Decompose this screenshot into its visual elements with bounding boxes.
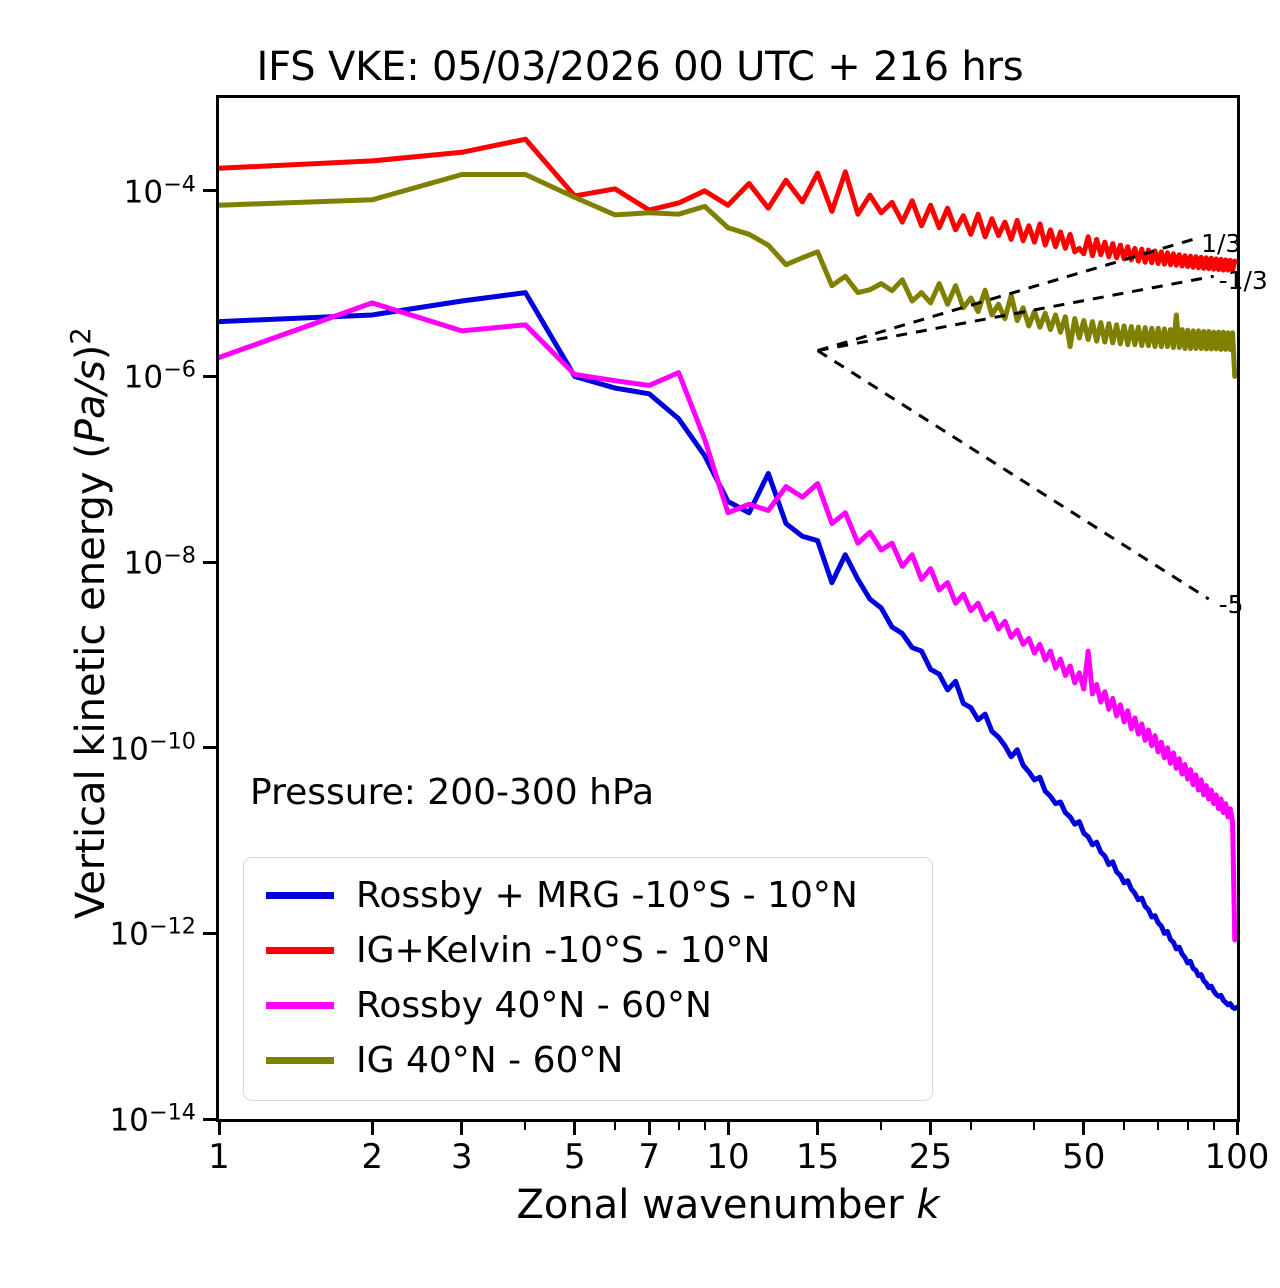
- x-tick-minor: [703, 1122, 706, 1130]
- plot-clip: [219, 98, 1237, 1119]
- y-tick-mark: [203, 560, 216, 564]
- x-tick-label: 7: [638, 1137, 660, 1177]
- series-line: [219, 300, 1237, 943]
- legend-label-rossby-mrg: Rossby + MRG -10°S - 10°N: [356, 875, 858, 916]
- legend-label-ig-kelvin: IG+Kelvin -10°S - 10°N: [356, 930, 771, 971]
- x-tick-label: 2: [361, 1137, 384, 1177]
- x-axis-label-symbol: k: [916, 1182, 940, 1228]
- legend-item[interactable]: Rossby + MRG -10°S - 10°N: [244, 868, 932, 923]
- x-tick-minor: [1212, 1122, 1215, 1130]
- x-tick-minor: [969, 1122, 972, 1130]
- x-tick-mark: [370, 1122, 374, 1135]
- legend-swatch-ig-kelvin: [266, 947, 334, 954]
- series-line: [219, 171, 1237, 379]
- y-tick-mark: [203, 931, 216, 935]
- y-axis-label-exponent: 2: [65, 327, 97, 345]
- chart-title: IFS VKE: 05/03/2026 00 UTC + 216 hrs: [256, 44, 1024, 90]
- x-tick-mark: [217, 1122, 221, 1135]
- slope-label-minus-one-third: -1/3: [1218, 265, 1268, 295]
- legend-label-rossby-midlat: Rossby 40°N - 60°N: [356, 985, 712, 1026]
- x-tick-minor: [524, 1122, 527, 1130]
- x-tick-label: 3: [451, 1137, 473, 1177]
- x-tick-mark: [726, 1122, 730, 1135]
- y-axis-label-suffix: ): [68, 344, 115, 361]
- x-axis-label-prefix: Zonal wavenumber: [516, 1182, 917, 1228]
- x-tick-mark: [1235, 1122, 1239, 1135]
- x-tick-label: 50: [1062, 1137, 1106, 1177]
- series-canvas: [219, 136, 1237, 1012]
- y-tick-mark: [203, 746, 216, 750]
- x-tick-mark: [929, 1122, 933, 1135]
- y-tick-label: 10−6: [123, 356, 196, 397]
- x-tick-label: 100: [1204, 1137, 1270, 1177]
- x-tick-minor: [880, 1122, 883, 1130]
- series-line: [219, 136, 1237, 273]
- x-tick-minor: [1123, 1122, 1126, 1130]
- slope-label-plus-one-third: 1/3: [1201, 229, 1242, 259]
- y-tick-label: 10−14: [109, 1099, 196, 1139]
- y-tick-mark: [203, 374, 216, 378]
- y-axis-label: Vertical kinetic energy (Pa/s)2: [66, 243, 114, 1003]
- x-tick-label: 5: [563, 1137, 586, 1177]
- series-line: [219, 290, 1237, 1012]
- x-tick-minor: [1033, 1122, 1036, 1130]
- y-tick-label: 10−4: [123, 171, 196, 211]
- y-tick-label: 10−12: [109, 913, 196, 954]
- legend-label-ig-midlat: IG 40°N - 60°N: [356, 1040, 624, 1081]
- y-axis-label-prefix: Vertical kinetic energy (: [68, 443, 115, 920]
- x-tick-mark: [460, 1122, 464, 1135]
- y-axis-label-units: Pa/s: [68, 360, 115, 444]
- x-tick-label: 15: [795, 1137, 840, 1177]
- y-tick-label: 10−8: [123, 542, 196, 582]
- x-tick-label: 25: [908, 1137, 953, 1177]
- legend-item[interactable]: IG 40°N - 60°N: [244, 1033, 932, 1088]
- x-tick-minor: [1157, 1122, 1160, 1130]
- y-tick-mark: [203, 189, 216, 193]
- legend-swatch-ig-midlat: [266, 1057, 334, 1064]
- legend-swatch-rossby-midlat: [266, 1002, 334, 1009]
- pressure-annotation: Pressure: 200-300 hPa: [250, 772, 655, 813]
- legend: Rossby + MRG -10°S - 10°N IG+Kelvin -10°…: [243, 857, 933, 1101]
- slope-label-minus-five: -5: [1218, 589, 1244, 619]
- x-tick-mark: [816, 1122, 820, 1135]
- reference-slope-line: [817, 274, 1214, 353]
- x-tick-label: 1: [208, 1137, 230, 1177]
- reference-slope-line: [816, 349, 1210, 601]
- x-tick-minor: [614, 1122, 617, 1130]
- x-tick-label: 10: [706, 1137, 750, 1177]
- y-tick-label: 10−10: [109, 728, 196, 768]
- legend-swatch-rossby-mrg: [266, 892, 334, 899]
- x-tick-minor: [677, 1122, 680, 1130]
- x-tick-minor: [1186, 1122, 1189, 1130]
- reference-slope-line: [817, 237, 1194, 353]
- x-tick-mark: [1082, 1122, 1086, 1135]
- x-tick-mark: [573, 1122, 577, 1135]
- legend-item[interactable]: IG+Kelvin -10°S - 10°N: [244, 923, 932, 978]
- x-tick-mark: [647, 1122, 651, 1135]
- legend-item[interactable]: Rossby 40°N - 60°N: [244, 978, 932, 1033]
- x-axis-label: Zonal wavenumber k: [216, 1182, 1240, 1228]
- y-tick-mark: [203, 1117, 216, 1121]
